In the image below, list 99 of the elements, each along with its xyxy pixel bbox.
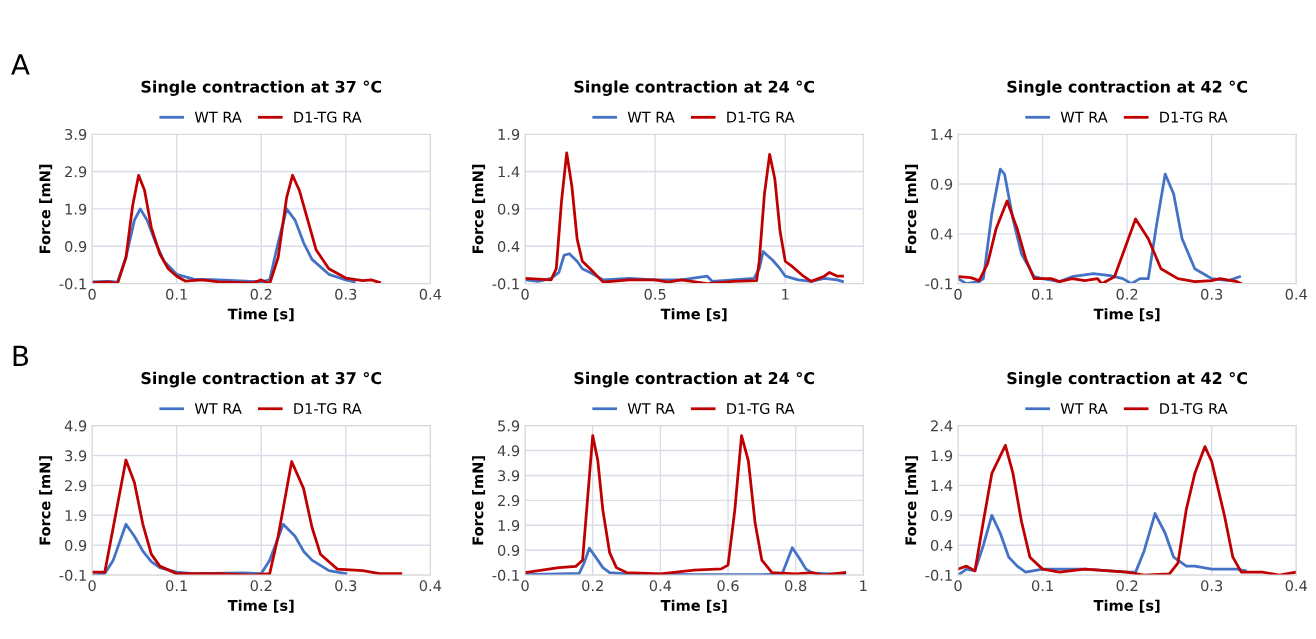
y-tick-label: 4.9 [64,420,87,432]
x-tick-label: 1 [782,288,789,300]
y-tick-label: 1.9 [498,520,520,532]
x-tick-label: 0 [521,580,529,592]
y-axis-title: Force [mN] [472,164,486,254]
y-tick-label: 3.9 [65,128,87,140]
y-tick-label: 0.9 [497,203,520,215]
y-tick-label: 1.9 [65,510,87,522]
chart-title: Single contraction at 42 °C [1007,371,1247,388]
line-series [958,199,1243,284]
x-tick-label: 0 [954,580,962,592]
y-tick-label: 5.9 [498,420,520,432]
y-tick-label: -0.1 [925,278,952,290]
y-tick-label: 4.9 [497,445,520,457]
x-tick-label: 0.2 [250,580,272,592]
line-series [525,434,847,576]
y-tick-label: 0.9 [65,241,87,253]
legend-label: D1-TG RA [1160,111,1228,123]
x-tick-label: 0.2 [250,288,272,300]
y-tick-label: -0.1 [59,278,86,290]
x-tick-label: 0.1 [166,580,187,592]
line-series [92,458,403,576]
chart-title: Single contraction at 42 °C [1007,80,1247,96]
chart-title: Single contraction at 24 °C [574,80,815,96]
x-tick-label: 0.4 [649,580,672,592]
x-tick-label: 0.8 [785,580,807,592]
x-axis-title: Time [s] [660,308,727,322]
chart-title: Single contraction at 37 °C [141,371,382,388]
x-tick-label: 0.3 [1201,580,1223,592]
x-axis-title: Time [s] [227,308,294,322]
x-tick-label: 0 [954,288,962,300]
x-axis-title: Time [s] [660,599,727,613]
legend-label: D1-TG RA [727,111,795,123]
legend-label: WT RA [1060,403,1108,414]
y-tick-label: 2.4 [931,420,953,432]
y-axis-title: Force [mN] [472,456,486,545]
text: B [13,345,29,367]
x-tick-label: 0.1 [1031,580,1053,592]
y-tick-label: 2.9 [65,480,87,492]
y-tick-label: 0.9 [930,510,953,522]
x-tick-label: 0.1 [1031,288,1053,300]
y-tick-label: -0.1 [59,569,86,581]
y-tick-label: 1.9 [931,450,953,462]
y-tick-label: 0.4 [930,539,953,551]
y-tick-label: 1.9 [498,128,520,140]
x-tick-label: 0.5 [644,288,666,300]
legend-label: D1-TG RA [727,403,795,415]
y-tick-label: -0.1 [492,569,519,581]
y-tick-label: 1.4 [498,166,520,178]
line-series [92,173,382,284]
x-tick-label: 0.1 [166,288,187,300]
x-tick-label: 0.2 [582,580,603,592]
legend-label: D1-TG RA [294,111,362,123]
y-tick-label: 0.9 [65,539,87,551]
y-tick-label: 0.4 [930,228,953,240]
y-tick-label: 2.9 [498,495,520,507]
y-tick-label: 1.4 [931,480,953,491]
x-tick-label: 0 [88,288,96,300]
y-tick-label: -0.1 [925,569,952,581]
x-axis-title: Time [s] [227,599,294,613]
x-tick-label: 0.3 [1201,288,1223,300]
x-tick-label: 0.2 [1116,288,1138,300]
legend-label: D1-TG RA [294,403,362,415]
x-axis-title: Time [s] [1093,599,1160,613]
y-tick-label: 3.9 [498,470,520,482]
legend-label: WT RA [627,111,675,123]
legend-label: WT RA [194,111,242,123]
y-tick-label: 3.9 [65,450,87,462]
y-tick-label: 0.4 [497,241,520,253]
x-tick-label: 0 [88,580,96,592]
x-tick-label: 0.4 [1285,288,1308,300]
text: A [11,54,30,75]
chart-title: Single contraction at 37 °C [141,80,382,96]
y-tick-label: -0.1 [492,278,519,290]
line-series [525,151,844,284]
x-tick-label: 0.2 [1116,580,1138,592]
y-axis-title: Force [mN] [39,456,53,545]
x-tick-label: 1 [860,580,867,592]
x-tick-label: 0.3 [335,288,357,300]
x-tick-label: 0.4 [419,580,442,592]
legend-label: WT RA [627,403,675,414]
legend-label: WT RA [194,403,242,414]
y-tick-label: 2.9 [65,166,87,178]
y-axis-title: Force [mN] [905,456,919,545]
legend-label: WT RA [1060,111,1108,123]
x-tick-label: 0.3 [335,580,357,592]
chart-title: Single contraction at 24 °C [574,371,815,388]
legend-label: D1-TG RA [1160,403,1228,415]
y-tick-label: 0.9 [497,544,520,556]
x-tick-label: 0 [521,288,529,300]
x-tick-label: 0.6 [717,580,739,592]
x-axis-title: Time [s] [1093,308,1160,322]
y-tick-label: 0.9 [930,178,953,190]
y-axis-title: Force [mN] [905,164,919,254]
y-axis-title: Force [mN] [39,164,53,254]
x-tick-label: 0.4 [1285,580,1308,592]
y-tick-label: 1.9 [65,203,87,215]
y-tick-label: 1.4 [931,129,953,140]
x-tick-label: 0.4 [419,288,442,300]
